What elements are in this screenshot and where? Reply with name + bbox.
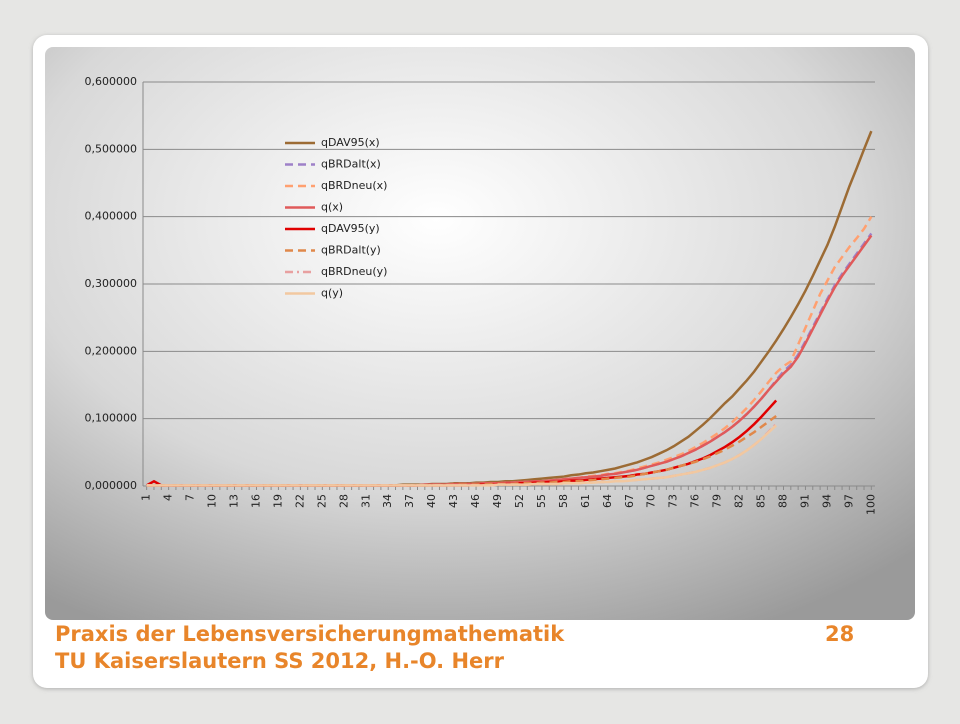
y-tick-label: 0,500000 [85, 142, 138, 155]
legend-label: qDAV95(y) [321, 222, 380, 235]
x-tick-label: 16 [249, 494, 262, 508]
x-tick-label: 73 [667, 494, 680, 508]
x-tick-label: 4 [162, 494, 175, 501]
x-tick-label: 58 [557, 494, 570, 508]
chart-panel [45, 47, 915, 620]
x-tick-label: 79 [711, 494, 724, 508]
x-tick-label: 25 [315, 494, 328, 508]
x-tick-label: 28 [337, 494, 350, 508]
x-tick-label: 13 [228, 494, 241, 508]
legend-label: q(x) [321, 201, 343, 214]
y-tick-label: 0,600000 [85, 75, 138, 88]
x-tick-label: 46 [469, 494, 482, 508]
y-tick-label: 0,200000 [85, 344, 138, 357]
x-tick-label: 100 [864, 494, 877, 515]
x-tick-label: 76 [689, 494, 702, 508]
x-tick-label: 40 [425, 494, 438, 508]
x-tick-label: 67 [623, 494, 636, 508]
x-tick-label: 52 [513, 494, 526, 508]
legend-label: qBRDalt(y) [321, 244, 381, 257]
x-tick-label: 49 [491, 494, 504, 508]
x-tick-label: 82 [733, 494, 746, 508]
y-tick-label: 0,000000 [85, 479, 138, 492]
x-tick-label: 7 [184, 494, 197, 501]
footer-title: Praxis der Lebensversicherungmathematik [55, 622, 565, 646]
x-tick-label: 10 [206, 494, 219, 508]
legend-label: qBRDneu(y) [321, 265, 387, 278]
x-tick-label: 85 [755, 494, 768, 508]
chart: 0,000000 0,100000 0,200000 0,300000 0,400000… [85, 75, 878, 515]
x-tick-label: 94 [820, 494, 833, 508]
legend-label: qBRDneu(x) [321, 179, 387, 192]
x-tick-label: 64 [601, 494, 614, 508]
x-tick-label: 55 [535, 494, 548, 508]
x-tick-label: 37 [403, 494, 416, 508]
x-tick-label: 34 [381, 494, 394, 508]
footer-subtitle: TU Kaiserslautern SS 2012, H.-O. Herr [55, 649, 505, 673]
x-tick-label: 97 [842, 494, 855, 508]
legend-label: qBRDalt(x) [321, 158, 381, 171]
x-tick-label: 43 [447, 494, 460, 508]
x-tick-label: 88 [777, 494, 790, 508]
x-tick-label: 61 [579, 494, 592, 508]
x-tick-label: 31 [359, 494, 372, 508]
y-tick-label: 0,300000 [85, 277, 138, 290]
y-tick-label: 0,100000 [85, 412, 138, 425]
x-tick-label: 22 [293, 494, 306, 508]
legend-label: q(y) [321, 287, 343, 300]
series-line [146, 424, 778, 487]
legend-label: qDAV95(x) [321, 136, 380, 149]
x-tick-label: 70 [645, 494, 658, 508]
y-tick-label: 0,400000 [85, 210, 138, 223]
x-tick-label: 1 [140, 494, 153, 501]
page-number: 28 [825, 622, 854, 646]
x-tick-label: 19 [271, 494, 284, 508]
x-tick-label: 91 [798, 494, 811, 508]
